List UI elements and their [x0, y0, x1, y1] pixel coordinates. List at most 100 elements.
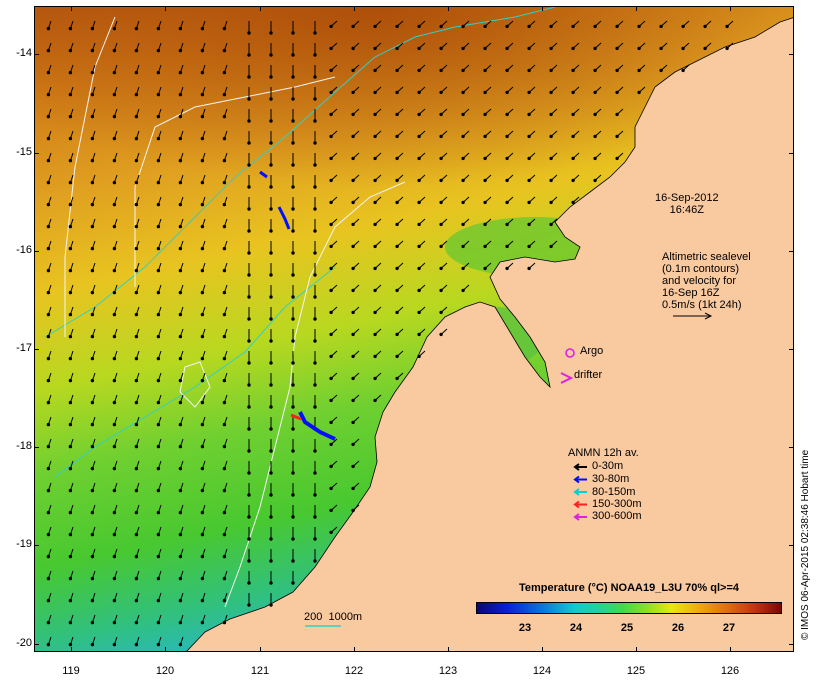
- velocity-vector-head: [247, 317, 251, 321]
- velocity-vector-head: [269, 53, 273, 57]
- velocity-vector-head: [200, 158, 205, 163]
- velocity-vector-head: [269, 383, 273, 387]
- velocity-vector-head: [269, 515, 273, 519]
- axis-tick: [34, 545, 39, 546]
- velocity-vector-head: [178, 400, 183, 405]
- velocity-vector-head: [134, 136, 139, 141]
- velocity-vector-head: [156, 26, 161, 31]
- velocity-vector-head: [291, 405, 295, 409]
- axis-tick: [448, 647, 449, 652]
- velocity-vector-head: [373, 244, 377, 249]
- velocity-vector-head: [351, 200, 355, 205]
- lon-label-119: 119: [62, 665, 80, 677]
- velocity-vector-head: [247, 537, 251, 541]
- velocity-vector-head: [247, 581, 251, 585]
- velocity-vector-head: [593, 24, 597, 29]
- velocity-vector-head: [68, 290, 73, 295]
- anmn-legend-arrowhead: [573, 513, 580, 521]
- velocity-vector-head: [373, 90, 377, 95]
- velocity-vector-head: [90, 576, 95, 581]
- velocity-vector-head: [395, 200, 399, 205]
- velocity-vector-head: [112, 92, 117, 97]
- velocity-vector-head: [269, 405, 273, 409]
- velocity-vector-head: [483, 200, 487, 205]
- velocity-vector-head: [269, 603, 273, 607]
- velocity-vector-head: [351, 112, 355, 117]
- velocity-vector-head: [417, 24, 421, 29]
- velocity-vector-head: [222, 26, 227, 31]
- velocity-vector-head: [134, 268, 139, 273]
- velocity-vector-head: [439, 310, 443, 315]
- velocity-vector-head: [112, 268, 117, 273]
- velocity-vector-head: [46, 356, 51, 361]
- velocity-vector-head: [68, 422, 73, 427]
- velocity-vector-head: [156, 224, 161, 229]
- velocity-vector-head: [269, 163, 273, 167]
- velocity-vector-head: [134, 202, 139, 207]
- velocity-vector-head: [247, 295, 251, 299]
- velocity-vector-head: [269, 449, 273, 453]
- velocity-vector-head: [291, 427, 295, 431]
- velocity-vector-head: [46, 642, 51, 647]
- velocity-vector-head: [112, 312, 117, 317]
- velocity-vector-head: [291, 229, 295, 233]
- axis-tick: [789, 251, 794, 252]
- velocity-vector-head: [134, 532, 139, 537]
- axis-tick: [636, 6, 637, 11]
- velocity-vector-head: [571, 68, 575, 73]
- velocity-vector-head: [269, 493, 273, 497]
- velocity-vector-head: [247, 383, 251, 387]
- velocity-vector-head: [417, 68, 421, 73]
- velocity-vector-head: [156, 642, 161, 647]
- velocity-vector-head: [461, 266, 465, 271]
- velocity-vector-head: [505, 222, 509, 227]
- velocity-vector-head: [178, 114, 183, 119]
- velocity-vector-head: [68, 70, 73, 75]
- axis-tick: [789, 349, 794, 350]
- velocity-vector-head: [68, 444, 73, 449]
- velocity-vector-head: [291, 185, 295, 189]
- velocity-vector-head: [222, 422, 227, 427]
- axis-tick: [730, 647, 731, 652]
- lat-label-19: -19: [16, 538, 32, 550]
- velocity-vector-head: [46, 180, 51, 185]
- velocity-vector-head: [483, 156, 487, 161]
- velocity-vector-head: [351, 90, 355, 95]
- velocity-vector-head: [178, 444, 183, 449]
- velocity-vector-head: [351, 178, 355, 183]
- sst-map[interactable]: [34, 6, 794, 652]
- velocity-vector-head: [112, 620, 117, 625]
- velocity-vector-head: [156, 620, 161, 625]
- velocity-vector-head: [329, 398, 333, 403]
- velocity-vector-head: [329, 310, 333, 315]
- velocity-vector-head: [46, 378, 51, 383]
- lat-label-14: -14: [16, 47, 32, 59]
- velocity-vector-head: [703, 24, 707, 29]
- velocity-vector-head: [291, 207, 295, 211]
- velocity-vector-head: [417, 178, 421, 183]
- velocity-vector-head: [156, 114, 161, 119]
- axis-tick: [34, 54, 39, 55]
- velocity-vector-head: [373, 310, 377, 315]
- velocity-vector-head: [615, 24, 619, 29]
- velocity-vector-head: [112, 356, 117, 361]
- velocity-vector-head: [178, 180, 183, 185]
- velocity-vector-head: [222, 224, 227, 229]
- velocity-vector-head: [373, 398, 377, 403]
- velocity-vector-head: [329, 24, 333, 29]
- axis-tick: [34, 447, 39, 448]
- velocity-vector-head: [527, 134, 531, 139]
- velocity-vector-head: [178, 290, 183, 295]
- velocity-vector-head: [395, 24, 399, 29]
- axis-tick: [730, 6, 731, 11]
- velocity-vector-head: [90, 158, 95, 163]
- lat-label-16: -16: [16, 244, 32, 256]
- velocity-vector-head: [247, 75, 251, 79]
- velocity-vector-head: [112, 246, 117, 251]
- colorbar-title: Temperature (°C) NOAA19_L3U 70% ql>=4: [519, 582, 739, 594]
- velocity-vector-head: [615, 90, 619, 95]
- velocity-vector-head: [269, 361, 273, 365]
- velocity-vector-head: [178, 422, 183, 427]
- anmn-legend-arrowhead: [573, 475, 580, 484]
- velocity-vector-head: [90, 598, 95, 603]
